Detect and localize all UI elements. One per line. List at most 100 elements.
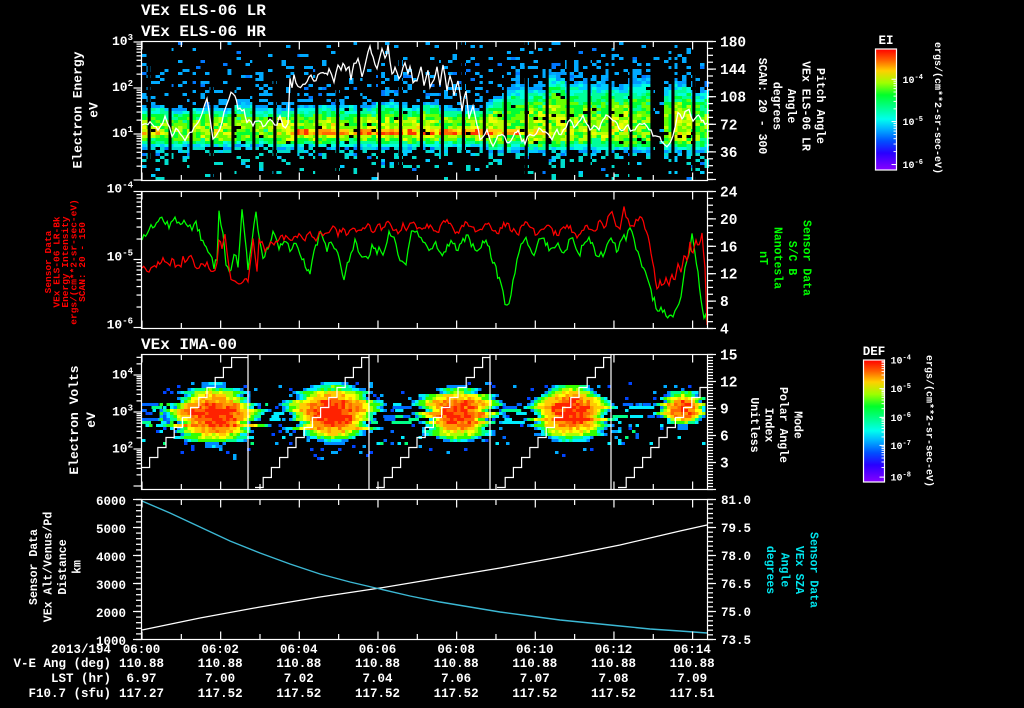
svg-text:7.00: 7.00 — [205, 672, 235, 686]
svg-text:110.88: 110.88 — [591, 657, 636, 671]
svg-text:nT: nT — [756, 251, 769, 265]
svg-text:78.0: 78.0 — [721, 550, 751, 564]
svg-text:VEx ELS-06 LR: VEx ELS-06 LR — [798, 61, 811, 151]
svg-text:06:04: 06:04 — [280, 643, 318, 657]
svg-text:ergs/(cm**2-sr-sec-eV): ergs/(cm**2-sr-sec-eV) — [68, 199, 79, 324]
svg-text:Energy Intensity: Energy Intensity — [60, 216, 71, 308]
svg-text:eV: eV — [87, 102, 102, 118]
svg-text:117.52: 117.52 — [512, 687, 557, 701]
svg-text:12: 12 — [720, 268, 737, 284]
svg-text:ergs/(cm**2-sr-sec-eV): ergs/(cm**2-sr-sec-eV) — [931, 42, 943, 174]
svg-text:2000: 2000 — [96, 607, 126, 621]
svg-text:VEx ELS-06 HR: VEx ELS-06 HR — [141, 23, 266, 41]
svg-text:eV: eV — [84, 412, 99, 428]
svg-text:Nanotesla: Nanotesla — [771, 227, 784, 289]
svg-text:Angle: Angle — [784, 89, 797, 124]
svg-text:Sensor Data: Sensor Data — [43, 230, 54, 293]
svg-text:117.52: 117.52 — [276, 687, 321, 701]
svg-text:VEx ELS-06 LR: VEx ELS-06 LR — [141, 2, 266, 20]
svg-text:6.97: 6.97 — [126, 672, 156, 686]
svg-text:06:00: 06:00 — [123, 643, 161, 657]
svg-text:75.0: 75.0 — [721, 606, 751, 620]
svg-text:110.88: 110.88 — [434, 657, 479, 671]
svg-text:Electron Energy: Electron Energy — [71, 51, 86, 168]
svg-text:7.09: 7.09 — [677, 672, 707, 686]
svg-text:VEx Alt/Venus/Pd: VEx Alt/Venus/Pd — [42, 512, 55, 623]
svg-text:degrees: degrees — [769, 82, 782, 130]
svg-text:7.08: 7.08 — [598, 672, 628, 686]
svg-text:20: 20 — [720, 213, 737, 229]
svg-text:8: 8 — [720, 295, 729, 311]
svg-text:110.88: 110.88 — [198, 657, 243, 671]
svg-text:110.88: 110.88 — [119, 657, 164, 671]
svg-text:81.0: 81.0 — [721, 494, 751, 508]
svg-text:73.5: 73.5 — [721, 634, 751, 648]
svg-text:110.88: 110.88 — [670, 657, 715, 671]
svg-text:Unitless: Unitless — [747, 397, 760, 452]
svg-text:7.07: 7.07 — [520, 672, 550, 686]
svg-text:117.27: 117.27 — [119, 687, 164, 701]
svg-text:7.02: 7.02 — [284, 672, 314, 686]
svg-text:06:10: 06:10 — [516, 643, 554, 657]
svg-text:Distance: Distance — [57, 539, 70, 594]
svg-text:Sensor Data: Sensor Data — [807, 532, 820, 608]
svg-text:9: 9 — [720, 403, 729, 419]
svg-text:V-E Ang (deg): V-E Ang (deg) — [13, 657, 111, 671]
svg-text:3000: 3000 — [96, 579, 126, 593]
svg-text:Index: Index — [762, 408, 775, 443]
svg-text:06:06: 06:06 — [359, 643, 397, 657]
svg-text:SCAN: 20 - 300: SCAN: 20 - 300 — [755, 58, 768, 155]
svg-text:VEx IMA-00: VEx IMA-00 — [141, 336, 237, 354]
svg-text:Pitch Angle: Pitch Angle — [813, 68, 826, 144]
svg-text:117.52: 117.52 — [355, 687, 400, 701]
svg-text:117.51: 117.51 — [670, 687, 715, 701]
svg-text:VEx SZA: VEx SZA — [792, 546, 805, 594]
svg-text:12: 12 — [720, 376, 737, 392]
svg-text:72: 72 — [720, 118, 737, 134]
svg-text:117.52: 117.52 — [591, 687, 636, 701]
svg-text:117.52: 117.52 — [434, 687, 479, 701]
svg-text:06:02: 06:02 — [201, 643, 239, 657]
svg-text:DEF: DEF — [863, 345, 886, 359]
svg-text:Sensor Data: Sensor Data — [800, 220, 813, 296]
svg-text:SCAN: 20 - 150: SCAN: 20 - 150 — [77, 222, 88, 302]
svg-text:3: 3 — [720, 457, 729, 473]
svg-text:24: 24 — [720, 186, 738, 202]
svg-text:7.04: 7.04 — [362, 672, 393, 686]
svg-text:S/C B: S/C B — [785, 241, 798, 276]
svg-text:ergs/(cm**2-sr-sec-eV): ergs/(cm**2-sr-sec-eV) — [923, 355, 935, 487]
svg-text:F10.7 (sfu): F10.7 (sfu) — [28, 687, 111, 701]
svg-text:16: 16 — [720, 240, 737, 256]
svg-text:4000: 4000 — [96, 551, 126, 565]
svg-text:Sensor Data: Sensor Data — [28, 529, 41, 605]
svg-text:Mode: Mode — [791, 411, 804, 439]
svg-text:VEx ELS-06 LR-Bk: VEx ELS-06 LR-Bk — [51, 216, 62, 308]
svg-text:110.88: 110.88 — [276, 657, 321, 671]
svg-text:06:14: 06:14 — [673, 643, 711, 657]
svg-text:06:12: 06:12 — [595, 643, 633, 657]
svg-text:1000: 1000 — [96, 635, 126, 649]
svg-text:6000: 6000 — [96, 495, 126, 509]
svg-text:5000: 5000 — [96, 523, 126, 537]
svg-text:Electron Volts: Electron Volts — [67, 365, 82, 474]
svg-text:2013/194: 2013/194 — [51, 643, 112, 657]
svg-text:06:08: 06:08 — [437, 643, 475, 657]
svg-text:4: 4 — [720, 323, 729, 339]
svg-text:180: 180 — [720, 36, 746, 52]
svg-text:7.06: 7.06 — [441, 672, 471, 686]
svg-text:36: 36 — [720, 146, 737, 162]
svg-text:Angle: Angle — [778, 553, 791, 588]
svg-text:km: km — [71, 560, 84, 574]
svg-text:108: 108 — [720, 91, 746, 107]
svg-text:144: 144 — [720, 63, 746, 79]
svg-text:117.52: 117.52 — [198, 687, 243, 701]
svg-text:6: 6 — [720, 430, 729, 446]
svg-text:15: 15 — [720, 349, 737, 365]
svg-text:110.88: 110.88 — [512, 657, 557, 671]
svg-text:EI: EI — [878, 34, 893, 48]
svg-text:79.5: 79.5 — [721, 522, 751, 536]
svg-text:degrees: degrees — [763, 546, 776, 594]
svg-text:Polar Angle: Polar Angle — [776, 387, 789, 463]
svg-text:LST (hr): LST (hr) — [51, 672, 111, 686]
svg-text:76.5: 76.5 — [721, 578, 751, 592]
